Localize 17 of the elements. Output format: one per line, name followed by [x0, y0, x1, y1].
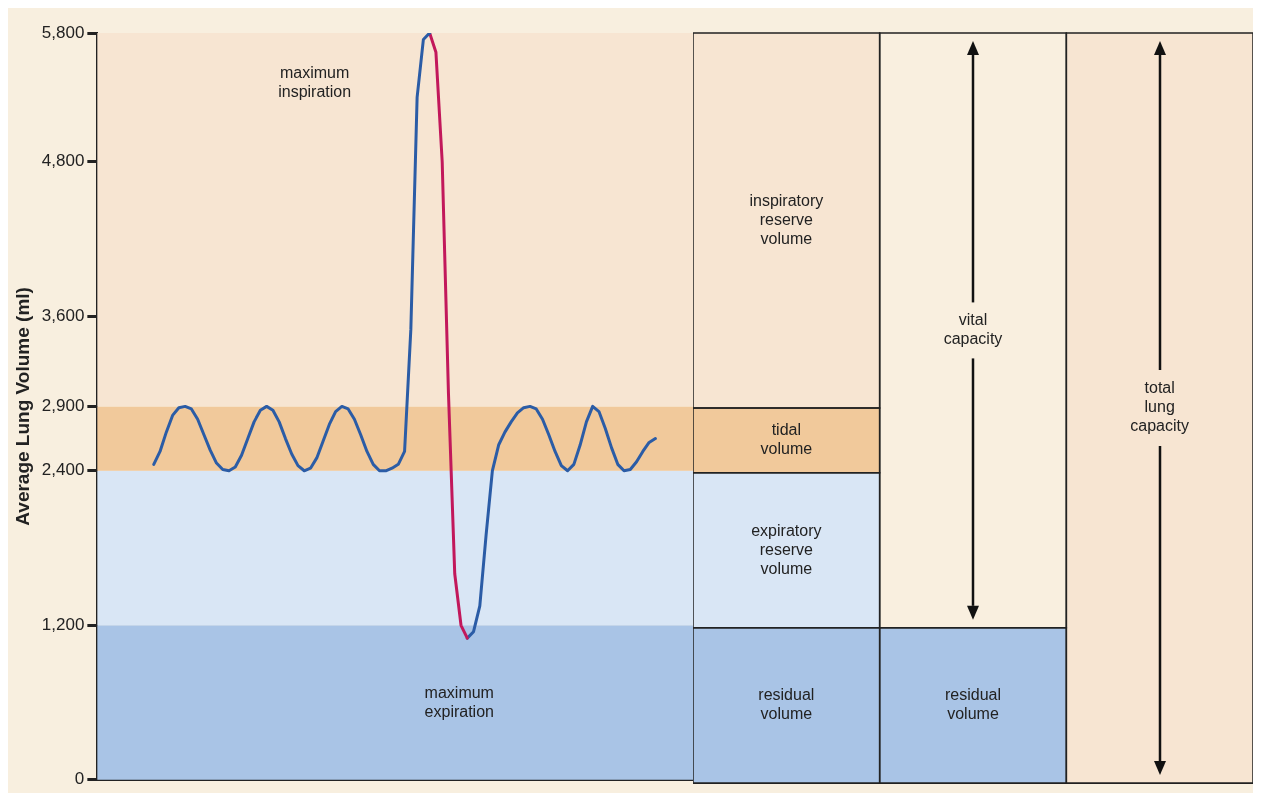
- data-label: total lung capacity: [1130, 379, 1190, 435]
- data-label: inspiratory reserve volume: [749, 191, 824, 247]
- data-label: residual volume: [758, 686, 815, 723]
- y-tick-label: 0: [74, 769, 85, 789]
- y-tick-label: 2,900: [41, 396, 85, 416]
- y-tick-label: 5,800: [41, 22, 85, 42]
- y-tick-label: 4,800: [41, 151, 85, 171]
- y-tick-label: 1,200: [41, 614, 85, 634]
- data-label: residual volume: [944, 686, 1002, 723]
- data-label: tidal volume: [760, 421, 813, 458]
- data-label: vital capacity: [943, 311, 1003, 348]
- y-tick-label: 2,400: [41, 460, 85, 480]
- annotation: maximum expiration: [424, 684, 494, 721]
- y-axis-title: Average Lung Volume (ml): [11, 287, 33, 526]
- data-label: expiratory reserve volume: [751, 521, 822, 577]
- annotation: maximum inspiration: [278, 63, 352, 100]
- y-tick-label: 3,600: [41, 305, 85, 325]
